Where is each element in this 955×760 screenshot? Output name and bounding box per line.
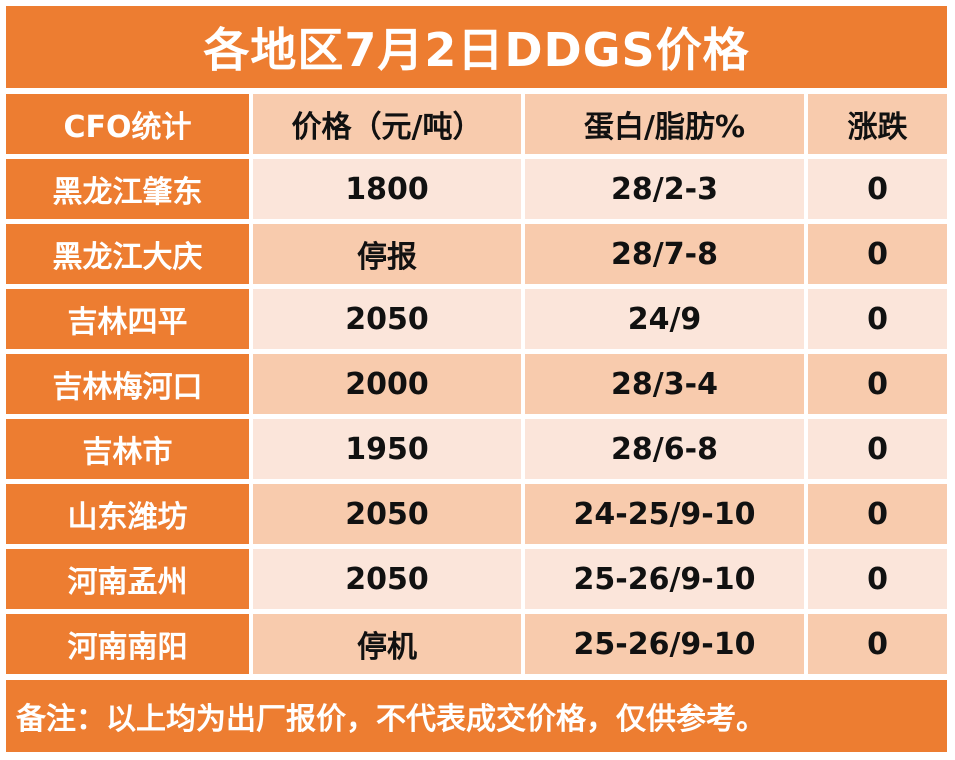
footer-note: 备注：以上均为出厂报价，不代表成交价格，仅供参考。 [6, 680, 947, 752]
row-change: 0 [808, 224, 947, 284]
row-change: 0 [808, 549, 947, 609]
row-protein-fat: 25-26/9-10 [525, 614, 804, 674]
row-price: 停报 [253, 224, 521, 284]
row-region: 河南孟州 [6, 549, 249, 609]
row-change: 0 [808, 614, 947, 674]
row-change: 0 [808, 289, 947, 349]
table-title: 各地区7月2日DDGS价格 [6, 6, 947, 88]
row-region: 吉林梅河口 [6, 354, 249, 414]
row-region: 黑龙江大庆 [6, 224, 249, 284]
row-change: 0 [808, 354, 947, 414]
row-price: 1950 [253, 419, 521, 479]
price-table: CFO统计 价格（元/吨） 蛋白/脂肪% 涨跌 黑龙江肇东 1800 28/2-… [6, 94, 947, 674]
header-price: 价格（元/吨） [253, 94, 521, 154]
header-change: 涨跌 [808, 94, 947, 154]
row-price: 2050 [253, 289, 521, 349]
row-protein-fat: 28/7-8 [525, 224, 804, 284]
row-price: 2000 [253, 354, 521, 414]
row-region: 河南南阳 [6, 614, 249, 674]
row-price: 1800 [253, 159, 521, 219]
row-price: 停机 [253, 614, 521, 674]
row-price: 2050 [253, 549, 521, 609]
row-change: 0 [808, 419, 947, 479]
row-protein-fat: 24/9 [525, 289, 804, 349]
row-change: 0 [808, 159, 947, 219]
row-region: 吉林市 [6, 419, 249, 479]
row-protein-fat: 24-25/9-10 [525, 484, 804, 544]
header-protein-fat: 蛋白/脂肪% [525, 94, 804, 154]
price-table-card: 各地区7月2日DDGS价格 CFO统计 价格（元/吨） 蛋白/脂肪% 涨跌 黑龙… [6, 6, 947, 752]
row-protein-fat: 28/2-3 [525, 159, 804, 219]
header-region: CFO统计 [6, 94, 249, 154]
row-protein-fat: 25-26/9-10 [525, 549, 804, 609]
row-change: 0 [808, 484, 947, 544]
row-region: 黑龙江肇东 [6, 159, 249, 219]
row-price: 2050 [253, 484, 521, 544]
row-protein-fat: 28/6-8 [525, 419, 804, 479]
row-region: 吉林四平 [6, 289, 249, 349]
row-protein-fat: 28/3-4 [525, 354, 804, 414]
row-region: 山东潍坊 [6, 484, 249, 544]
